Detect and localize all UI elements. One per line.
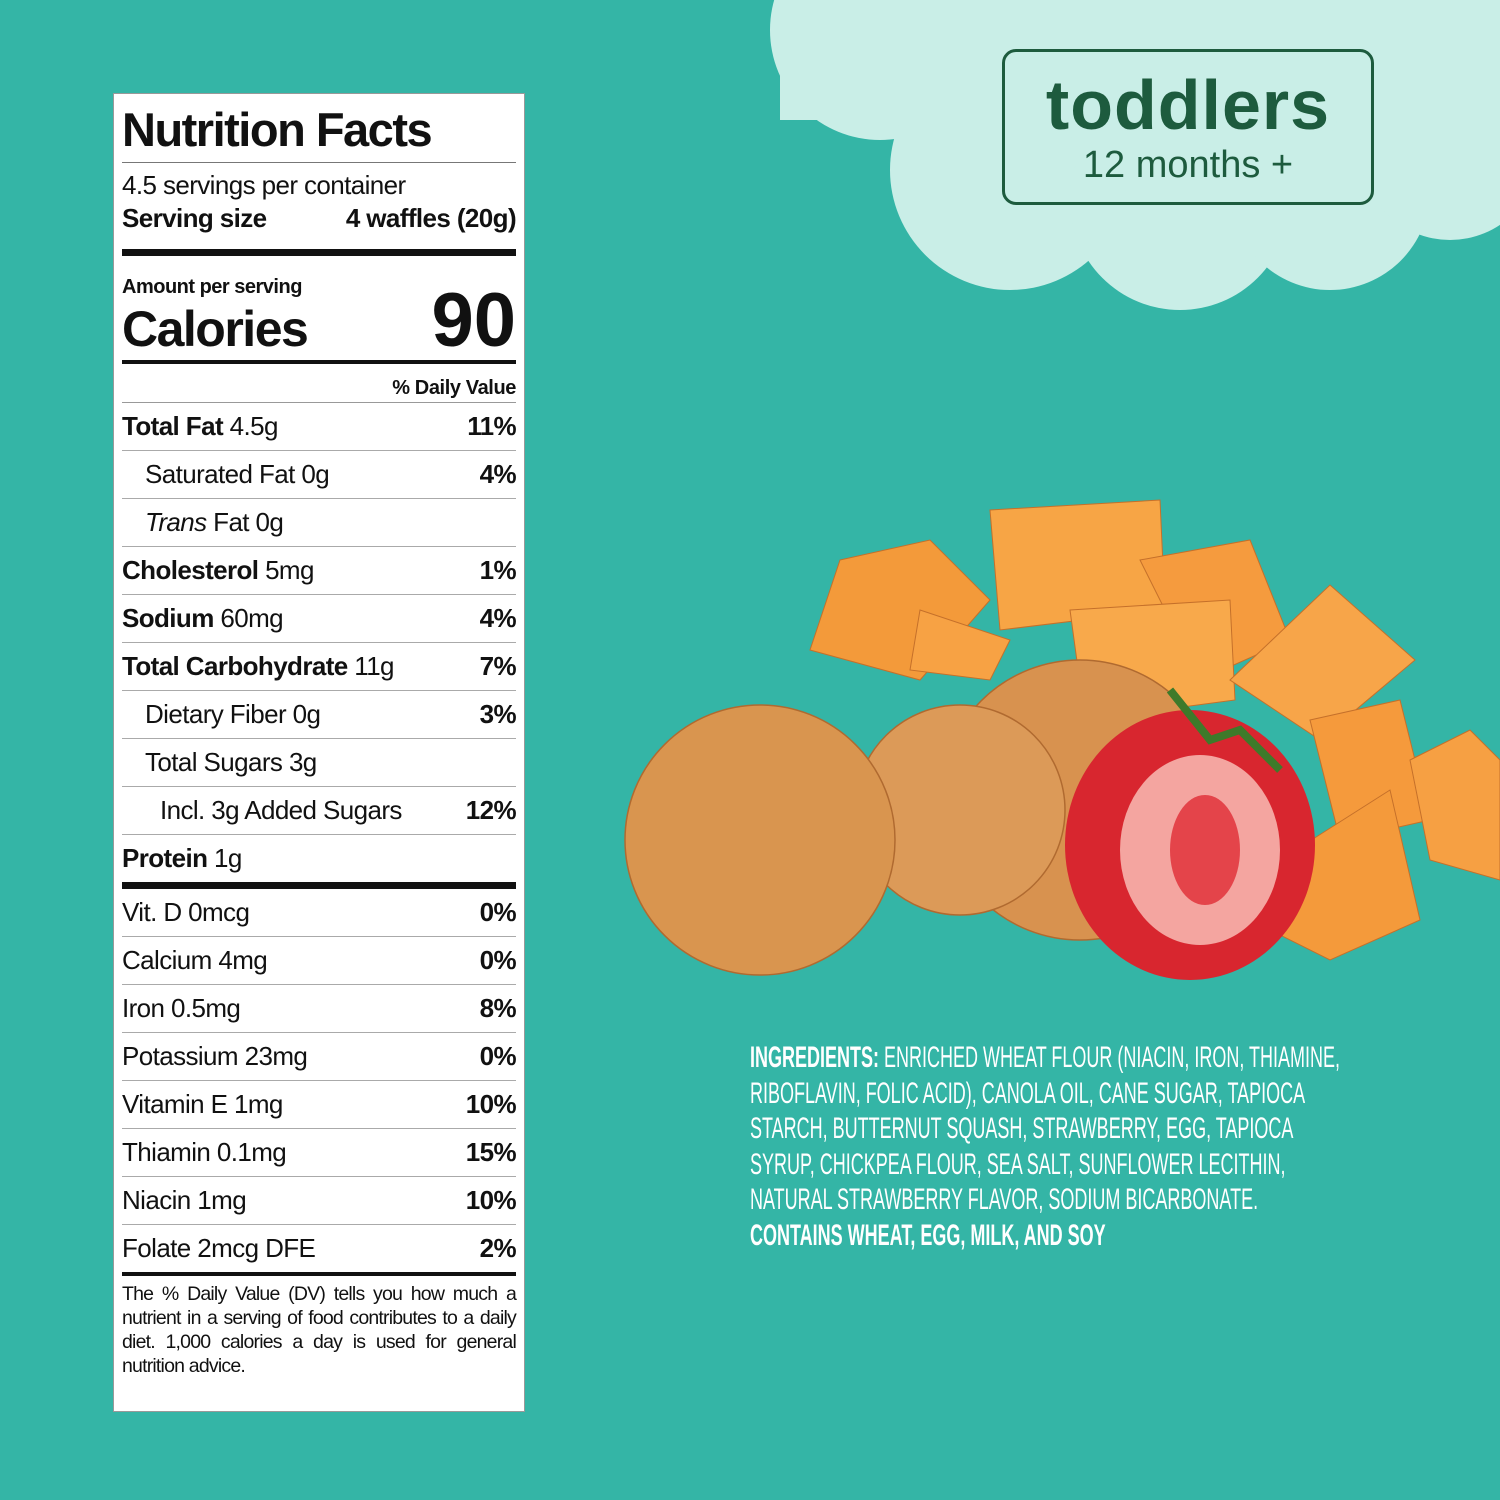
vitamin-row: Iron 0.5mg 8% — [122, 985, 517, 1033]
calories: 90 — [431, 278, 516, 363]
vitamin-row: Potassium 23mg 0% — [122, 1033, 517, 1081]
daily-value: 10% — [465, 1185, 517, 1215]
badge-subtitle: 12 months + — [1082, 144, 1294, 186]
daily-value: 8% — [479, 993, 517, 1023]
vitamin-row: Calcium 4mg 0% — [122, 937, 517, 985]
nutrient-label: Total Fat — [122, 411, 224, 441]
daily-value: 0% — [479, 897, 517, 927]
daily-value: 4% — [479, 459, 517, 489]
nutrient-amount: 60mg — [220, 603, 283, 633]
nutrient-amount: Incl. 3g Added Sugars — [160, 795, 402, 825]
nutrient-amount: Thiamin 0.1mg — [122, 1137, 287, 1167]
nutrient-amount: Dietary Fiber 0g — [145, 699, 321, 729]
daily-value: 4% — [479, 603, 517, 633]
calories-label: Calories — [122, 301, 309, 357]
nutrient-amount: Calcium 4mg — [122, 945, 268, 975]
nutrient-amount: 11g — [354, 651, 394, 681]
amount-per-serving: Amount per serving — [122, 276, 302, 298]
daily-value: 7% — [479, 651, 517, 681]
nutrient-amount: Iron 0.5mg — [122, 993, 241, 1023]
nutrient-label: Total Carbohydrate — [122, 651, 348, 681]
age-badge: toddlers 12 months + — [1002, 49, 1374, 205]
ingredients-label: INGREDIENTS: — [750, 1041, 880, 1074]
nutrient-amount: 4.5g — [229, 411, 279, 441]
allergens: CONTAINS WHEAT, EGG, MILK, AND SOY — [750, 1218, 1106, 1252]
daily-value: 0% — [479, 1041, 517, 1071]
serving-size: 4 waffles (20g) — [345, 203, 517, 233]
nutrient-label: Trans — [145, 507, 207, 537]
footnote: The % Daily Value (DV) tells you how muc… — [122, 1283, 517, 1377]
ingredients-text: ENRICHED WHEAT FLOUR (NIACIN, IRON, THIA… — [750, 1041, 1341, 1216]
nutrition-title: Nutrition Facts — [122, 94, 516, 163]
nutrient-amount: Niacin 1mg — [122, 1185, 247, 1215]
nutrient-amount: 1g — [214, 843, 242, 873]
servings: 4.5 servings per container — [122, 170, 406, 200]
nutrient-amount: 5mg — [265, 555, 314, 585]
nutrient-amount: Potassium 23mg — [122, 1041, 308, 1071]
dv-header: % Daily Value — [122, 364, 516, 403]
daily-value: 3% — [479, 699, 517, 729]
vitamin-row: Niacin 1mg 10% — [122, 1177, 517, 1225]
vitamin-row: Vit. D 0mcg 0% — [122, 889, 517, 937]
daily-value: 10% — [465, 1089, 517, 1119]
nutrient-amount: Vitamin E 1mg — [122, 1089, 283, 1119]
ingredients: INGREDIENTS: ENRICHED WHEAT FLOUR (NIACI… — [750, 1040, 1362, 1253]
nutrient-amount: Fat 0g — [213, 507, 284, 537]
daily-value: 2% — [479, 1233, 517, 1263]
nutrient-label: Cholesterol — [122, 555, 259, 585]
daily-value: 12% — [465, 795, 517, 825]
vitamin-row: Thiamin 0.1mg 15% — [122, 1129, 517, 1177]
nutrient-amount: Vit. D 0mcg — [122, 897, 250, 927]
daily-value: 15% — [465, 1137, 517, 1167]
vitamin-row: Vitamin E 1mg 10% — [122, 1081, 517, 1129]
nutrient-amount: Folate 2mcg DFE — [122, 1233, 316, 1263]
daily-value: 0% — [479, 945, 517, 975]
nutrition-facts: Nutrition Facts 4.5 servings per contain… — [113, 93, 525, 1412]
nutrient-label: Sodium — [122, 603, 214, 633]
nutrient-label: Protein — [122, 843, 208, 873]
daily-value: 11% — [467, 411, 516, 441]
vitamin-row: Folate 2mcg DFE 2% — [122, 1225, 517, 1276]
daily-value: 1% — [479, 555, 517, 585]
nutrient-amount: Total Sugars 3g — [145, 747, 317, 777]
serving-size-label: Serving size — [122, 203, 267, 233]
badge-title: toddlers — [1045, 66, 1331, 144]
nutrient-amount: Saturated Fat 0g — [145, 459, 330, 489]
